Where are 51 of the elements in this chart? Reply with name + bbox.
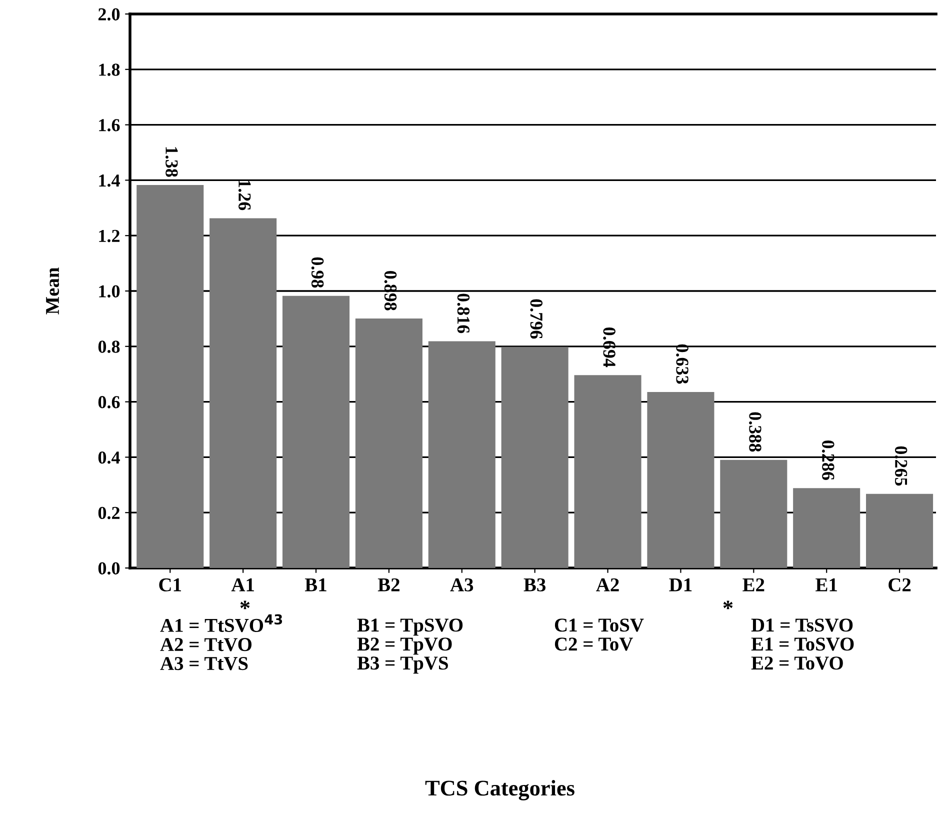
x-tick-label: A2 (596, 578, 619, 592)
x-tick-label: A3 (450, 578, 474, 592)
x-tick-label: B1 (304, 578, 326, 592)
data-label: 0.388 (749, 412, 762, 452)
data-label: 1.26 (238, 180, 251, 210)
data-label: 0.98 (311, 257, 324, 288)
text: B1 = TpSVO B2 = TpVO B3 = TpVS (357, 618, 463, 674)
data-label: 0.694 (603, 328, 616, 368)
bar (282, 296, 350, 568)
text: C1 = ToSV C2 = ToV (554, 618, 644, 651)
text: D1 = TsSVO E1 = ToSVO E2 = ToVO (751, 618, 854, 670)
data-label: 0.898 (384, 271, 397, 310)
bar (574, 375, 642, 568)
y-axis-title: Mean (46, 268, 60, 314)
bar (210, 218, 277, 568)
text: * (240, 600, 250, 610)
y-tick-label: 1.0 (99, 285, 120, 298)
y-tick-label: 1.2 (99, 230, 120, 242)
y-tick-label: 1.6 (99, 119, 120, 132)
data-label: 0.286 (822, 440, 834, 480)
y-tick-label: 0.0 (98, 562, 120, 575)
x-tick-label: C2 (888, 578, 911, 592)
text: TCS Categories (425, 780, 574, 800)
y-tick-label: 1.8 (99, 64, 120, 76)
data-label: 1.38 (166, 147, 178, 177)
text: * (723, 600, 733, 610)
x-tick-label: B2 (378, 578, 400, 592)
y-tick-label: 0.6 (98, 396, 120, 408)
y-tick-label: 2.0 (98, 8, 120, 21)
bar (866, 494, 934, 568)
bar (720, 460, 788, 568)
bar (428, 341, 496, 568)
y-tick-label: 0.8 (98, 340, 120, 353)
data-label: 0.265 (894, 446, 908, 486)
bar (647, 392, 714, 568)
bar (355, 318, 422, 568)
text: A1 = TtSVO$^{43}$ A2 = TtVO A3 = TtVS (160, 614, 282, 670)
x-tick-label: B3 (524, 578, 546, 592)
bar (136, 185, 204, 568)
x-tick-label: E2 (742, 578, 764, 592)
bar (501, 346, 568, 568)
x-tick-label: E1 (816, 578, 837, 592)
data-label: 0.796 (530, 299, 542, 339)
x-tick-label: A1 (231, 578, 254, 592)
x-tick-label: C1 (159, 578, 181, 592)
x-tick-label: D1 (669, 578, 692, 592)
bar (793, 488, 860, 568)
y-tick-label: 1.4 (99, 174, 120, 187)
data-label: 0.816 (457, 294, 470, 334)
y-tick-label: 0.4 (98, 451, 120, 464)
y-tick-label: 0.2 (98, 506, 120, 520)
